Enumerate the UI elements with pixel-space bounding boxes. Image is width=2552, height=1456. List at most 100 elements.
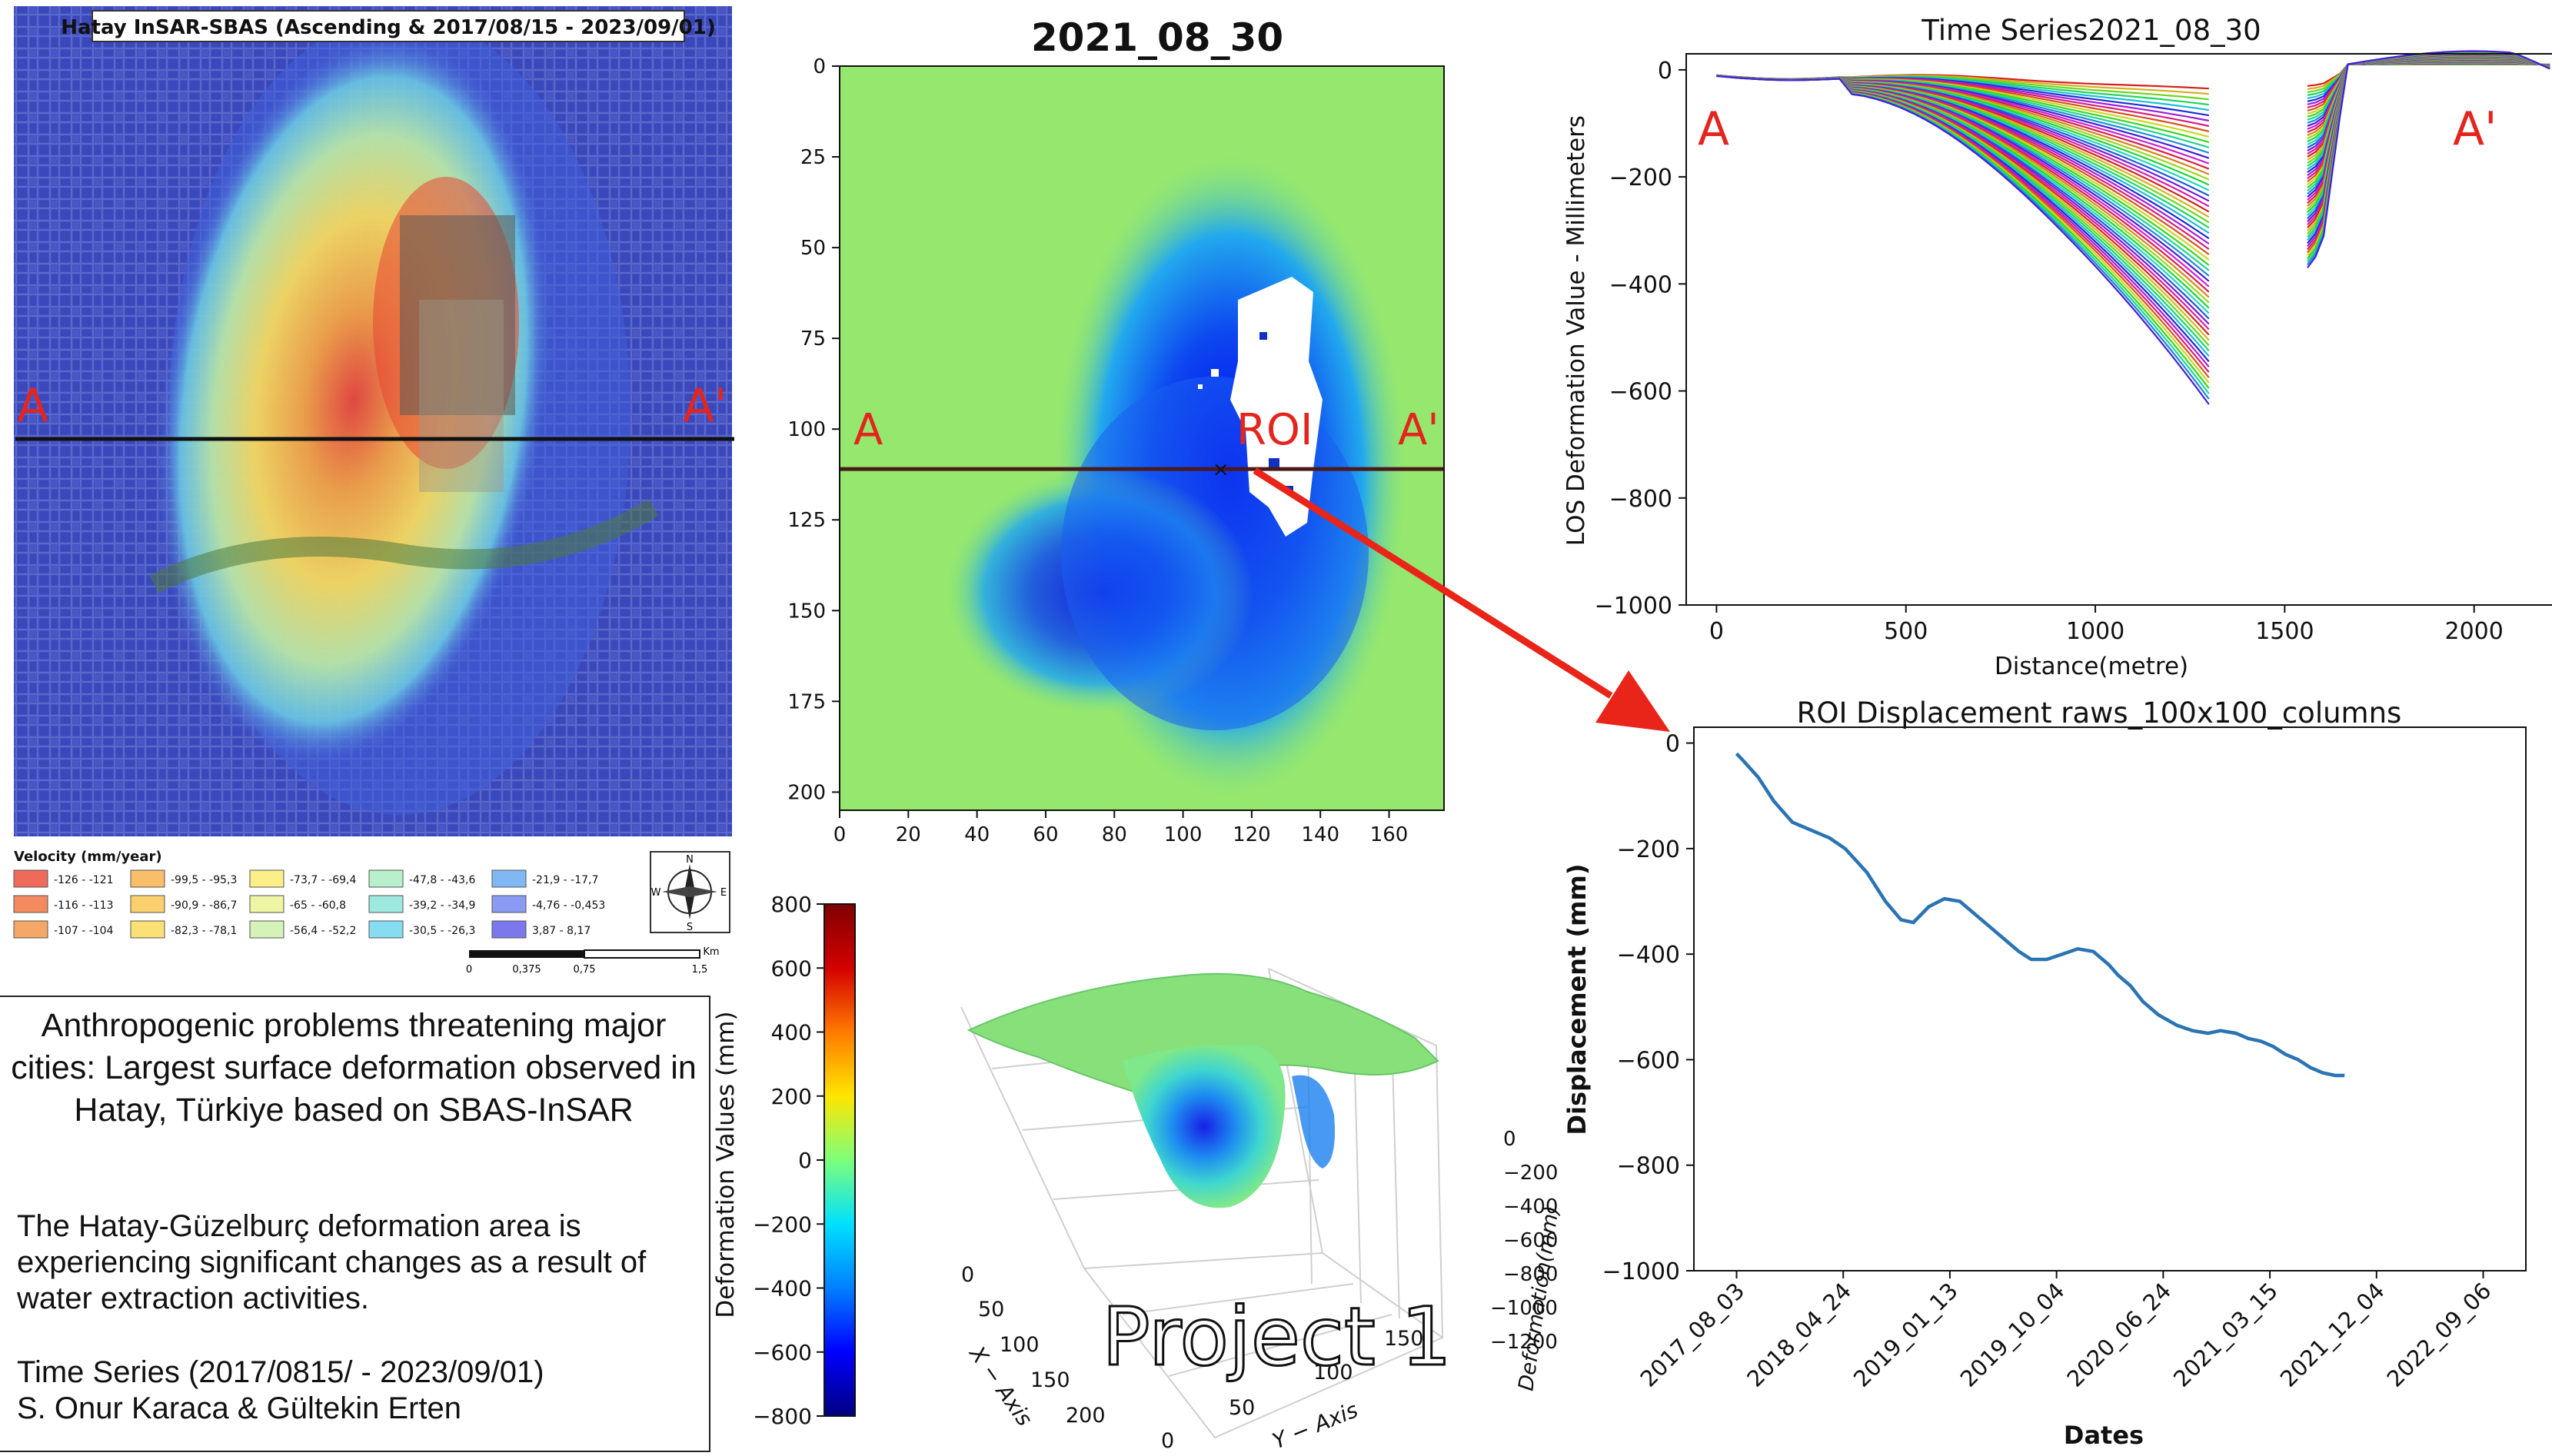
profile-x-tick-label: 1000 — [2066, 618, 2124, 645]
y-tick-2: 100 — [1313, 1361, 1353, 1385]
legend-swatch — [13, 895, 48, 913]
profile-curves — [1716, 50, 2550, 405]
legend-svg: Velocity (mm/year) -126 - -121 -116 - -11… — [13, 849, 730, 976]
legend-swatch — [13, 920, 48, 939]
profile-x-axis: 0 500 1000 1500 2000 — [1709, 605, 2504, 645]
raster-frame — [839, 65, 1445, 811]
profile-x-tick-label: 0 — [1709, 618, 1724, 645]
legend-item-label: -39,2 - -34,9 — [409, 899, 475, 912]
raster-x-tick-label: 160 — [1370, 823, 1409, 846]
legend-swatch — [13, 869, 48, 888]
map-label-a: A — [17, 379, 48, 433]
description-box: Anthropogenic problems threatening major… — [0, 996, 710, 1452]
raster-y-tick-label: 125 — [787, 509, 826, 532]
displacement-x-tick-label: 2021_12_04 — [2275, 1278, 2390, 1392]
raster-x-tick-label: 20 — [896, 823, 921, 846]
profile-x-tick-label: 500 — [1884, 618, 1928, 645]
legend-item-label: -65 - -60,8 — [290, 899, 346, 912]
legend-item-label: -21,9 - -17,7 — [532, 874, 598, 886]
colorbar-panel: Deformation Values (mm) 800 600 400 200 0 −20… — [707, 884, 892, 1453]
legend-item-label: -4,76 - -0,453 — [532, 899, 605, 912]
displacement-x-tick-label: 2019_10_04 — [1955, 1278, 2070, 1392]
displacement-chart-panel: ROI Displacement raws_100x100_columns 20… — [1553, 684, 2552, 1453]
profile-x-tick-label: 1500 — [2255, 618, 2314, 645]
colorbar-ticks: 800 600 400 200 0 −200 −400 −600 −800 — [753, 892, 824, 1429]
colorbar-label: Deformation Values (mm) — [712, 1011, 740, 1318]
legend-swatch — [249, 895, 284, 913]
z-tick-0: 0 — [1503, 1128, 1516, 1151]
profile-y-tick-label: −1000 — [1595, 593, 1672, 620]
profile-chart: Time Series2021_08_30 0 500 1000 1500 2000 0… — [1562, 14, 2552, 680]
displacement-x-tick-label: 2022_09_06 — [2382, 1278, 2497, 1392]
colorbar-tick-label: −600 — [753, 1340, 812, 1365]
profile-x-tick-label: 2000 — [2445, 618, 2504, 645]
scale-tick-1: 0,375 — [512, 964, 541, 976]
compass: N S E W — [650, 851, 730, 933]
compass-s: S — [687, 922, 693, 933]
legend-swatch — [491, 920, 527, 939]
profile-curve-left — [1716, 75, 2210, 405]
velocity-map-panel: Hatay InSAR-SBAS (Ascending & 2017/08/15… — [0, 0, 738, 992]
legend-item-label: -99,5 - -95,3 — [171, 874, 237, 886]
map-label-a-prime: A' — [683, 379, 727, 433]
colorbar-tick-label: −400 — [753, 1276, 812, 1301]
map-legend: Velocity (mm/year) -126 - -121 -116 - -11… — [0, 838, 738, 992]
x-tick-4: 200 — [1066, 1404, 1106, 1428]
profile-y-tick-label: −800 — [1609, 486, 1672, 513]
legend-items: -126 - -121 -116 - -113 -107 - -104 -99,5 -… — [13, 869, 605, 939]
legend-item-label: -56,4 - -52,2 — [290, 925, 356, 937]
raster-y-tick-label: 100 — [787, 418, 826, 441]
displacement-x-tick-label: 2019_01_13 — [1848, 1278, 1963, 1392]
y-tick-0: 0 — [1161, 1429, 1174, 1453]
surface-pit — [1123, 1045, 1286, 1208]
raster-x-tick-label: 120 — [1233, 823, 1271, 846]
legend-swatch — [130, 895, 165, 913]
raster-y-tick-label: 175 — [787, 690, 826, 713]
displacement-x-tick-label: 2018_04_24 — [1742, 1278, 1856, 1392]
legend-swatch — [249, 869, 284, 888]
raster-y-axis: 0 25 50 75 100 125 150 175 200 — [787, 55, 840, 804]
profile-chart-title: Time Series2021_08_30 — [1921, 14, 2261, 47]
displacement-frame — [1693, 726, 2527, 1272]
roi-marker: × — [1213, 458, 1229, 481]
description-authors: S. Onur Karaca & Gültekin Erten — [17, 1391, 462, 1425]
raster-label-roi: ROI — [1236, 405, 1313, 455]
raster-y-tick-label: 150 — [787, 600, 826, 623]
y-tick-1: 50 — [1229, 1396, 1255, 1420]
z-tick-6: −1200 — [1490, 1331, 1558, 1354]
compass-w: W — [651, 887, 661, 899]
legend-item-label: -107 - -104 — [54, 925, 114, 937]
legend-swatch — [368, 895, 404, 913]
profile-x-label: Distance(metre) — [1995, 653, 2188, 680]
z-tick-4: −800 — [1503, 1263, 1558, 1286]
legend-swatch — [368, 869, 404, 888]
surface-top — [967, 972, 1439, 1104]
legend-item-label: -90,9 - -86,7 — [171, 899, 237, 912]
profile-y-tick-label: −600 — [1609, 379, 1672, 406]
legend-item-label: -82,3 - -78,1 — [171, 925, 237, 937]
raster-y-tick-label: 25 — [800, 146, 826, 169]
z-tick-3: −600 — [1503, 1229, 1558, 1252]
scale-tick-3: 1,5 — [692, 964, 708, 976]
profile-chart-panel: Time Series2021_08_30 0 500 1000 1500 2000 0… — [1553, 0, 2552, 684]
colorbar-tick-label: 200 — [771, 1084, 812, 1109]
displacement-x-axis: 2017_08_032018_04_242019_01_132019_10_04… — [1635, 1271, 2497, 1392]
legend-swatch — [249, 920, 284, 939]
raster-plot: × A A' ROI — [840, 66, 1444, 810]
colorbar-tick-label: −800 — [753, 1404, 812, 1429]
displacement-y-tick-label: −400 — [1617, 942, 1680, 969]
colorbar-tick-label: 600 — [771, 956, 812, 981]
surface3d-panel: 0 −200 −400 −600 −800 −1000 −1200 Deform… — [892, 884, 1584, 1454]
colorbar-tick-label: 400 — [771, 1020, 812, 1045]
raster-y-tick-label: 50 — [800, 237, 826, 260]
displacement-series-line — [1735, 752, 2345, 1078]
displacement-x-label: Dates — [2064, 1421, 2144, 1450]
surface3d-plot: 0 −200 −400 −600 −800 −1000 −1200 Deform… — [960, 968, 1564, 1454]
scale-bar: 0 0,375 0,75 1,5 Km — [466, 946, 720, 976]
raster-chart: 2021_08_30 × A A' ROI 0 20 40 60 80 100 120 140… — [787, 15, 1445, 846]
displacement-y-tick-label: −800 — [1617, 1153, 1680, 1180]
description-series: Time Series (2017/0815/ - 2023/09/01) — [17, 1355, 544, 1389]
profile-label-a: A — [1698, 102, 1729, 156]
displacement-chart: ROI Displacement raws_100x100_columns 20… — [1562, 696, 2527, 1450]
displacement-x-tick-label: 2020_06_24 — [2061, 1278, 2176, 1392]
